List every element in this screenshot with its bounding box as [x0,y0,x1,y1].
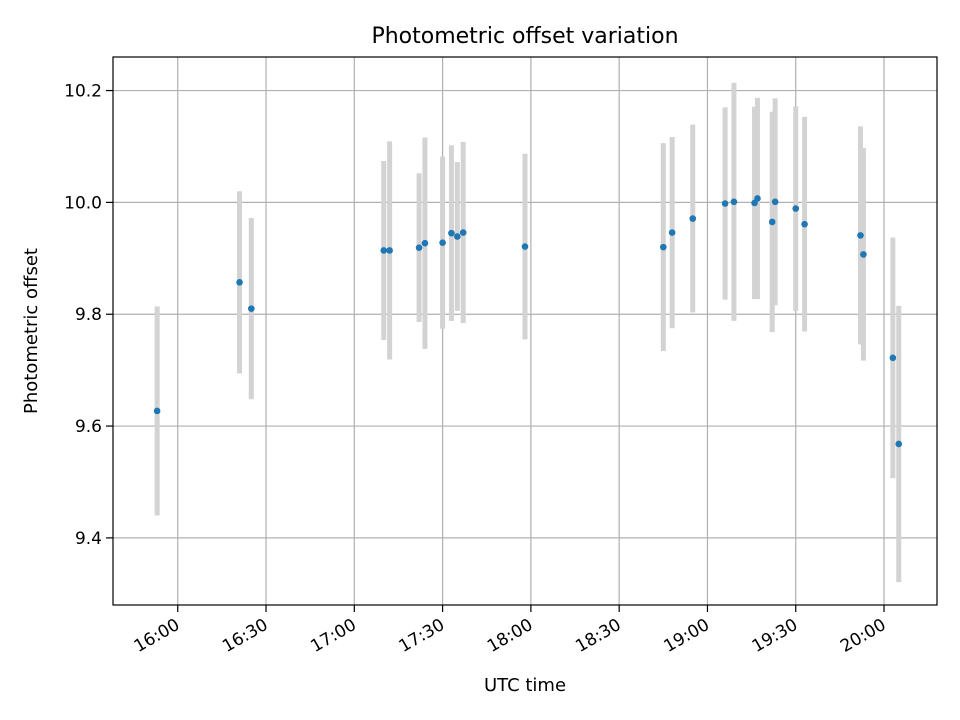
x-axis-label: UTC time [484,675,566,696]
y-tick-label: 9.8 [75,305,102,325]
y-tick-label: 10.2 [64,82,102,102]
data-point [439,239,446,246]
data-point [521,243,529,250]
data-point [386,247,393,254]
data-point [660,243,667,251]
x-axis-ticks: 16:00 16:30 17:00 17:30 18:00 18:30 19:00 19:30… [131,605,890,657]
data-point [801,220,808,228]
x-tick-label: 16:00 [131,615,183,657]
data-point [792,205,800,212]
data-point [459,229,467,236]
data-point [721,200,729,207]
y-tick-label: 9.4 [75,529,102,549]
data-point [415,244,423,251]
data-point [889,354,897,362]
data-point [730,198,738,206]
y-tick-label: 9.6 [75,417,102,437]
data-point [689,215,697,222]
x-tick-label: 17:00 [307,615,359,657]
data-point [153,407,161,415]
data-point [768,218,776,226]
data-point [857,232,864,239]
x-tick-label: 18:00 [484,615,536,657]
data-points [153,195,903,448]
x-tick-label: 18:30 [572,615,624,657]
data-point [860,251,867,258]
x-tick-label: 17:30 [396,615,448,657]
data-point [236,279,243,286]
chart-title: Photometric offset variation [371,24,678,49]
x-tick-label: 19:00 [661,615,713,657]
data-point [754,195,761,202]
data-point [454,233,461,240]
plot-frame [112,56,938,606]
x-tick-label: 20:00 [837,615,889,657]
data-point [668,229,676,236]
error-bars [154,82,902,583]
data-point [248,305,255,312]
data-point [771,198,779,206]
x-tick-label: 19:30 [749,615,801,657]
y-axis-label: Photometric offset [21,248,42,414]
data-point [448,229,455,237]
y-tick-label: 10.0 [64,193,102,213]
data-point [421,239,429,247]
data-point [380,247,388,254]
y-axis-ticks: 9.4 9.6 9.8 10.0 10.2 [64,82,113,549]
data-point [895,440,903,448]
x-tick-label: 16:30 [219,615,271,657]
